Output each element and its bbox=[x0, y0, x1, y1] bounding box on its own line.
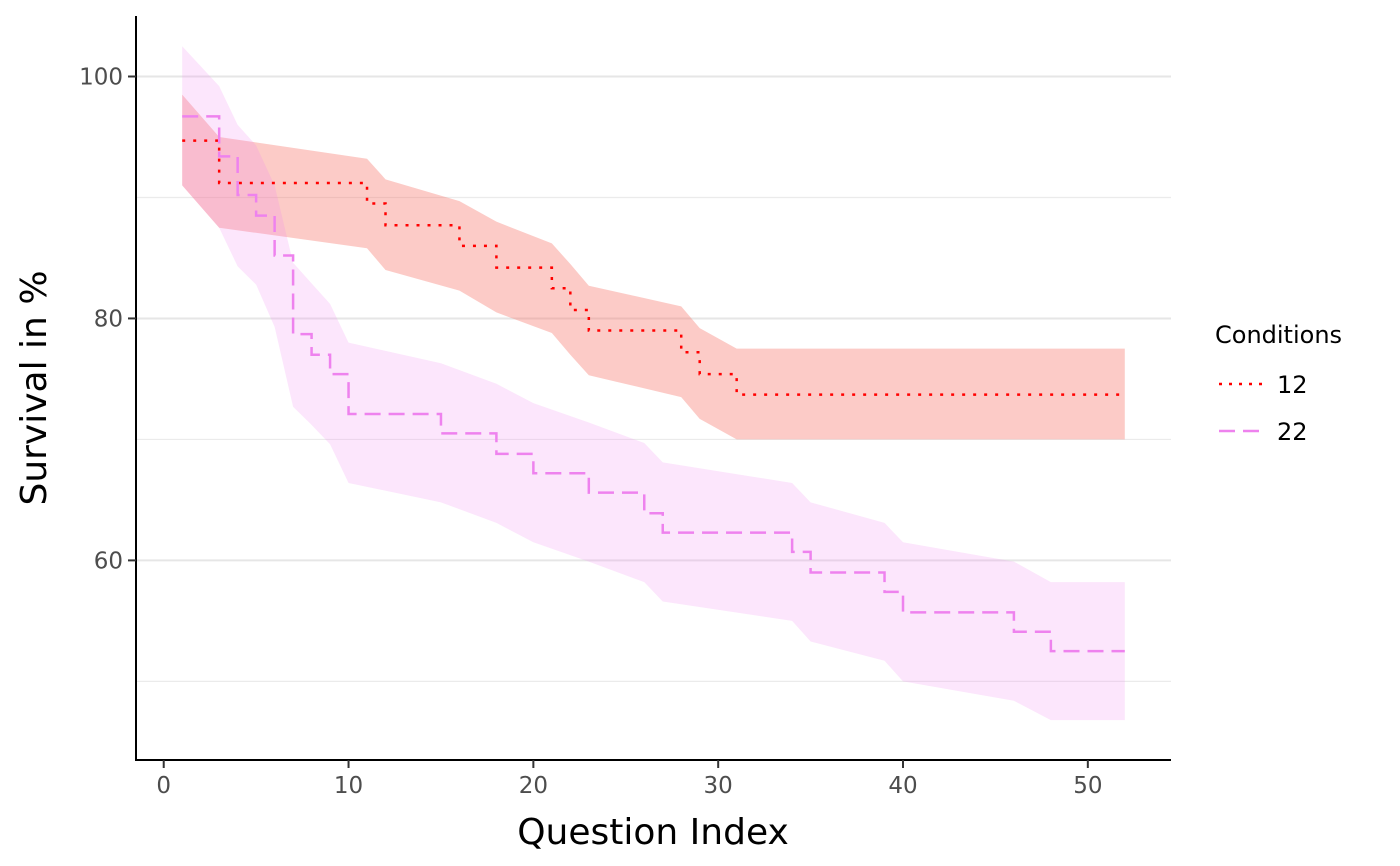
y-tick-label: 60 bbox=[94, 548, 123, 574]
y-tick-label: 100 bbox=[79, 64, 123, 90]
x-tick-label: 0 bbox=[156, 773, 171, 799]
x-axis-title: Question Index bbox=[517, 812, 789, 853]
legend: Conditions 12 22 bbox=[1215, 321, 1342, 446]
ticks: 0 10 20 30 40 50 60 80 100 bbox=[79, 64, 1102, 799]
grid-lines bbox=[136, 75, 1171, 682]
confidence-band-22 bbox=[182, 46, 1125, 721]
x-tick-label: 20 bbox=[519, 773, 548, 799]
x-tick-label: 40 bbox=[888, 773, 917, 799]
survival-line-22 bbox=[182, 115, 1125, 653]
confidence-band-12 bbox=[182, 94, 1125, 440]
x-tick-label: 30 bbox=[704, 773, 733, 799]
legend-items: 12 22 bbox=[1219, 371, 1308, 446]
survival-lines bbox=[182, 115, 1125, 653]
legend-title: Conditions bbox=[1215, 321, 1342, 349]
x-tick-label: 50 bbox=[1073, 773, 1102, 799]
y-tick-label: 80 bbox=[94, 306, 123, 332]
survival-line-12 bbox=[182, 139, 1125, 396]
legend-label-12: 12 bbox=[1277, 371, 1308, 399]
x-tick-label: 10 bbox=[334, 773, 363, 799]
legend-label-22: 22 bbox=[1277, 418, 1308, 446]
axes bbox=[135, 16, 1171, 761]
y-axis-title: Survival in % bbox=[14, 270, 55, 505]
confidence-bands bbox=[182, 46, 1125, 721]
